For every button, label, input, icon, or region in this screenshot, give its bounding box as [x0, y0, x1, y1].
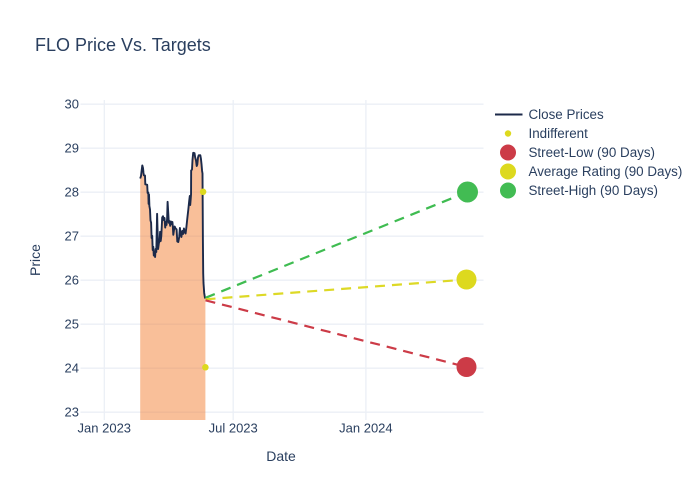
svg-text:Jan 2024: Jan 2024 [339, 421, 393, 436]
svg-text:Jul 2023: Jul 2023 [209, 421, 258, 436]
svg-text:Jan 2023: Jan 2023 [78, 421, 132, 436]
svg-text:Average Rating (90 Days): Average Rating (90 Days) [529, 164, 683, 179]
svg-text:Date: Date [266, 448, 296, 464]
svg-text:25: 25 [65, 317, 79, 332]
svg-text:26: 26 [65, 273, 79, 288]
svg-text:Indifferent: Indifferent [529, 126, 589, 141]
svg-text:Close Prices: Close Prices [529, 107, 604, 122]
svg-text:FLO Price Vs. Targets: FLO Price Vs. Targets [35, 35, 211, 55]
svg-text:27: 27 [65, 229, 79, 244]
svg-text:Street-High (90 Days): Street-High (90 Days) [529, 183, 659, 198]
svg-text:28: 28 [65, 185, 79, 200]
svg-text:24: 24 [65, 361, 79, 376]
svg-text:23: 23 [65, 405, 79, 420]
svg-text:Street-Low (90 Days): Street-Low (90 Days) [529, 145, 656, 160]
svg-text:Price: Price [27, 244, 43, 276]
svg-text:29: 29 [65, 141, 79, 156]
svg-text:30: 30 [65, 97, 79, 112]
